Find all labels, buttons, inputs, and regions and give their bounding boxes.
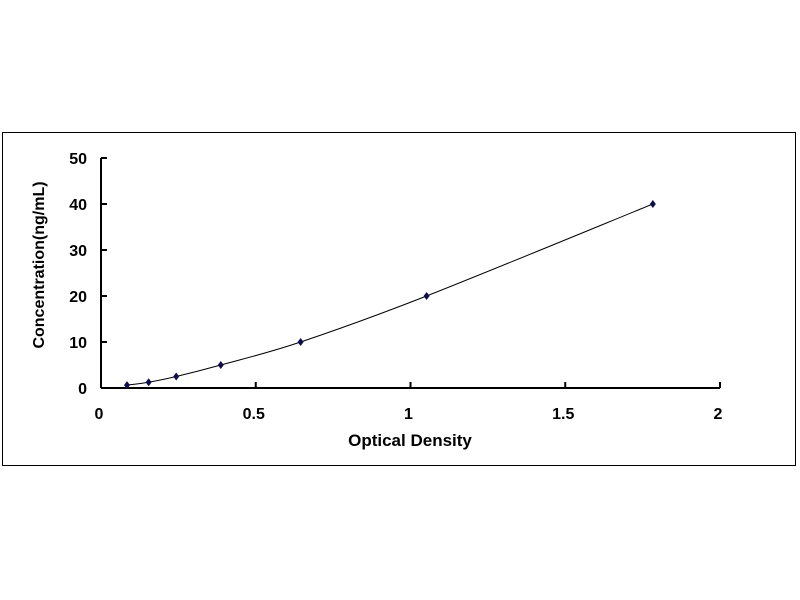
- y-tick-label: 30: [69, 243, 87, 260]
- y-tick-label: 40: [69, 197, 87, 214]
- x-tick-label: 1.5: [552, 406, 574, 423]
- data-point-marker: [649, 200, 656, 208]
- chart-frame: [2, 132, 796, 466]
- data-points: [123, 200, 656, 390]
- data-point-marker: [297, 338, 304, 346]
- y-axis-label: Concentration(ng/mL): [31, 181, 48, 348]
- data-point-marker: [145, 378, 152, 387]
- data-point-marker: [173, 372, 180, 381]
- x-tick-label: 2: [714, 406, 723, 423]
- y-tick-label: 20: [69, 289, 87, 306]
- y-tick-label: 50: [69, 151, 87, 168]
- data-point-marker: [217, 361, 224, 369]
- x-axis-label: Optical Density: [348, 431, 472, 450]
- x-tick-label: 0.5: [243, 406, 265, 423]
- x-tick-label: 0: [95, 406, 104, 423]
- y-tick-label: 0: [78, 381, 87, 398]
- axes: [100, 157, 721, 389]
- data-point-marker: [423, 292, 430, 300]
- x-tick-label: 1: [404, 406, 413, 423]
- fit-curve: [126, 203, 654, 386]
- y-tick-label: 10: [69, 335, 87, 352]
- data-point-marker: [123, 381, 130, 390]
